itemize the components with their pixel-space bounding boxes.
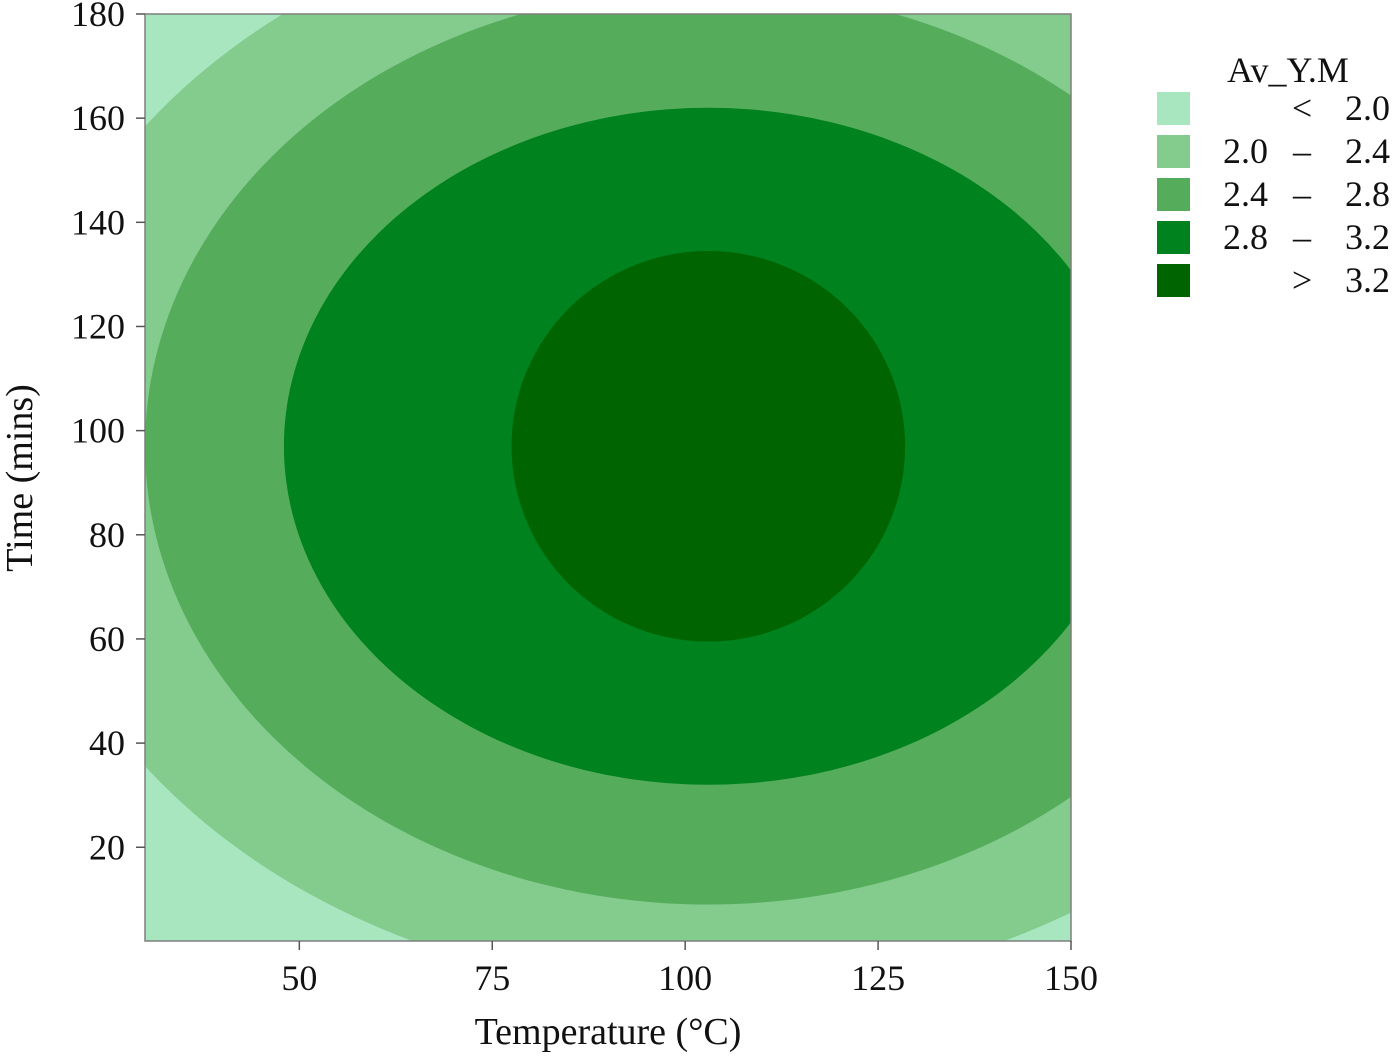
x-tick-label: 150 — [1044, 958, 1098, 998]
y-tick-label: 120 — [71, 306, 125, 346]
y-tick-label: 100 — [71, 411, 125, 451]
x-axis: 50 75 100 125 150 — [281, 941, 1098, 998]
y-tick-label: 180 — [71, 0, 125, 34]
legend: Av_Y.M <2.02.0–2.42.4–2.82.8–3.2> 3.2 — [1157, 50, 1390, 300]
legend-swatch — [1157, 178, 1190, 211]
legend-high: 3.2 — [1345, 260, 1390, 300]
legend-operator: > — [1292, 260, 1312, 300]
legend-high: 2.4 — [1345, 131, 1390, 171]
x-tick-label: 100 — [658, 958, 712, 998]
y-axis: 20 40 60 80 100 120 140 160 180 — [71, 0, 145, 867]
legend-swatch — [1157, 92, 1190, 125]
y-tick-label: 80 — [89, 515, 125, 555]
legend-low: 2.8 — [1223, 217, 1268, 257]
legend-high: 2.8 — [1345, 174, 1390, 214]
legend-swatch — [1157, 135, 1190, 168]
x-tick-label: 50 — [281, 958, 317, 998]
y-axis-title: Time (mins) — [0, 384, 41, 572]
y-tick-label: 60 — [89, 619, 125, 659]
legend-operator: – — [1292, 217, 1312, 257]
x-tick-label: 75 — [474, 958, 510, 998]
legend-swatch — [1157, 264, 1190, 297]
y-tick-label: 40 — [89, 723, 125, 763]
contour-band-3.2 — [511, 250, 906, 642]
x-tick-label: 125 — [851, 958, 905, 998]
contour-bands — [145, 14, 1071, 941]
legend-high: 3.2 — [1345, 217, 1390, 257]
legend-swatch — [1157, 221, 1190, 254]
legend-low: 2.0 — [1223, 131, 1268, 171]
y-tick-label: 160 — [71, 98, 125, 138]
legend-high: 2.0 — [1345, 88, 1390, 128]
y-tick-label: 140 — [71, 202, 125, 242]
legend-operator: < — [1292, 88, 1312, 128]
plot-border — [144, 13, 1072, 942]
y-tick-label: 20 — [89, 827, 125, 867]
legend-operator: – — [1292, 131, 1312, 171]
x-axis-title: Temperature (°C) — [475, 1011, 742, 1053]
legend-low: 2.4 — [1223, 174, 1268, 214]
plot-area — [144, 13, 1072, 942]
legend-title: Av_Y.M — [1227, 50, 1349, 90]
legend-operator: – — [1292, 174, 1312, 214]
